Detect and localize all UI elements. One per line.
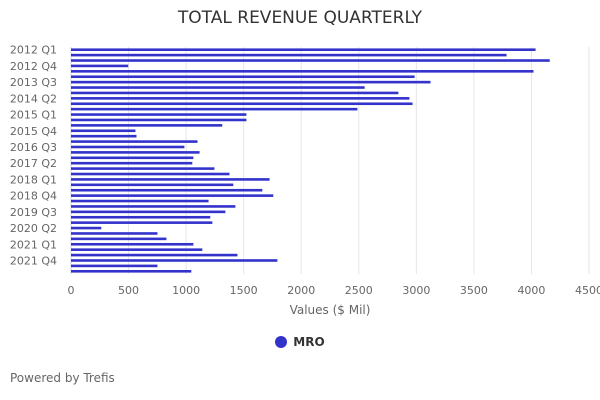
y-tick-label: 2014 Q2 xyxy=(10,92,57,105)
bar[interactable] xyxy=(71,86,365,89)
bar[interactable] xyxy=(71,140,198,143)
bar[interactable] xyxy=(71,107,358,111)
bar[interactable] xyxy=(71,75,415,79)
y-tick-label: 2018 Q4 xyxy=(10,190,57,203)
bar[interactable] xyxy=(71,253,238,257)
bar[interactable] xyxy=(71,161,193,165)
y-tick-label: 2012 Q4 xyxy=(10,60,57,73)
bar[interactable] xyxy=(71,199,209,203)
y-tick-label: 2017 Q2 xyxy=(10,157,57,170)
bar[interactable] xyxy=(71,172,230,176)
bar[interactable] xyxy=(71,118,247,122)
bar[interactable] xyxy=(71,205,236,208)
bar[interactable] xyxy=(71,156,194,160)
bar[interactable] xyxy=(71,183,234,187)
bar[interactable] xyxy=(71,210,226,214)
bar[interactable] xyxy=(71,91,399,95)
bar[interactable] xyxy=(71,226,102,230)
y-tick-label: 2015 Q1 xyxy=(10,109,57,122)
bar[interactable] xyxy=(71,145,185,149)
x-tick-label: 3500 xyxy=(460,284,488,297)
bar[interactable] xyxy=(71,259,278,262)
y-tick-label: 2021 Q4 xyxy=(10,254,57,267)
bar[interactable] xyxy=(71,134,137,138)
y-tick-label: 2015 Q4 xyxy=(10,125,57,138)
x-tick-label: 2500 xyxy=(345,284,373,297)
bar[interactable] xyxy=(71,232,158,235)
x-axis-title: Values ($ Mil) xyxy=(290,303,371,317)
x-tick-label: 0 xyxy=(68,284,75,297)
x-tick-label: 1000 xyxy=(172,284,200,297)
x-tick-label: 2000 xyxy=(287,284,315,297)
bar[interactable] xyxy=(71,80,431,84)
bar[interactable] xyxy=(71,178,270,181)
bar[interactable] xyxy=(71,264,158,268)
bar[interactable] xyxy=(71,53,507,57)
bar[interactable] xyxy=(71,151,200,154)
bar[interactable] xyxy=(71,129,136,133)
y-tick-label: 2020 Q2 xyxy=(10,222,57,235)
bar[interactable] xyxy=(71,194,274,197)
bar[interactable] xyxy=(71,59,550,62)
x-tick-label: 3000 xyxy=(402,284,430,297)
x-tick-label: 4000 xyxy=(517,284,545,297)
bar[interactable] xyxy=(71,167,215,170)
bar[interactable] xyxy=(71,124,223,127)
bar[interactable] xyxy=(71,113,247,116)
bar[interactable] xyxy=(71,269,192,273)
legend[interactable]: MRO xyxy=(0,335,600,349)
bar[interactable] xyxy=(71,48,536,52)
bar[interactable] xyxy=(71,70,534,73)
bar[interactable] xyxy=(71,215,211,219)
legend-label: MRO xyxy=(293,335,325,349)
bar[interactable] xyxy=(71,221,213,224)
legend-marker-icon xyxy=(275,336,288,348)
bar[interactable] xyxy=(71,188,263,192)
y-tick-label: 2013 Q3 xyxy=(10,76,57,89)
bar[interactable] xyxy=(71,64,129,68)
y-tick-label: 2016 Q3 xyxy=(10,141,57,154)
footer-credit: Powered by Trefis xyxy=(10,371,115,385)
y-tick-label: 2019 Q3 xyxy=(10,206,57,219)
x-tick-label: 1500 xyxy=(230,284,258,297)
chart-title: TOTAL REVENUE QUARTERLY xyxy=(177,8,423,28)
x-tick-label: 500 xyxy=(118,284,139,297)
bar[interactable] xyxy=(71,102,413,106)
x-tick-label: 4500 xyxy=(575,284,600,297)
bar[interactable] xyxy=(71,237,167,241)
y-tick-label: 2021 Q1 xyxy=(10,238,57,251)
y-tick-label: 2012 Q1 xyxy=(10,44,57,57)
y-tick-label: 2018 Q1 xyxy=(10,173,57,186)
bar[interactable] xyxy=(71,97,410,100)
bar[interactable] xyxy=(71,248,203,251)
bar[interactable] xyxy=(71,242,194,246)
